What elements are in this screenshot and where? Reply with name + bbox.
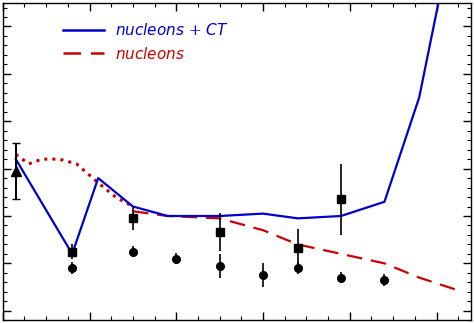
Legend: $\mathit{nucleons}$ + $\mathit{CT}$, $\mathit{nucleons}$: $\mathit{nucleons}$ + $\mathit{CT}$, $\m… xyxy=(57,16,235,68)
